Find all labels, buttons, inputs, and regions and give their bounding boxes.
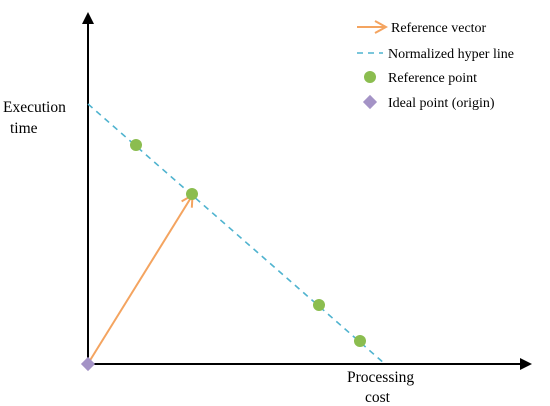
x-axis-label-line1: Processing: [347, 369, 414, 386]
legend-hyper-line: Normalized hyper line: [388, 47, 514, 62]
legend: Reference vector Normalized hyper line R…: [357, 21, 514, 111]
x-axis-label-line2: cost: [365, 389, 391, 406]
ideal-point: [80, 356, 96, 372]
y-axis-label-line2: time: [10, 120, 38, 137]
reference-point-3: [313, 299, 325, 311]
purple-diamond-icon: [362, 94, 378, 110]
legend-reference-point: Reference point: [388, 71, 477, 86]
reference-point-2: [186, 188, 198, 200]
green-circle-icon: [364, 71, 376, 83]
reference-vector: [88, 196, 192, 363]
reference-point-4: [354, 335, 366, 347]
reference-point-1: [130, 139, 142, 151]
legend-ideal-point: Ideal point (origin): [388, 96, 495, 111]
legend-reference-vector: Reference vector: [391, 21, 487, 36]
y-axis-label-line1: Execution: [3, 99, 66, 116]
